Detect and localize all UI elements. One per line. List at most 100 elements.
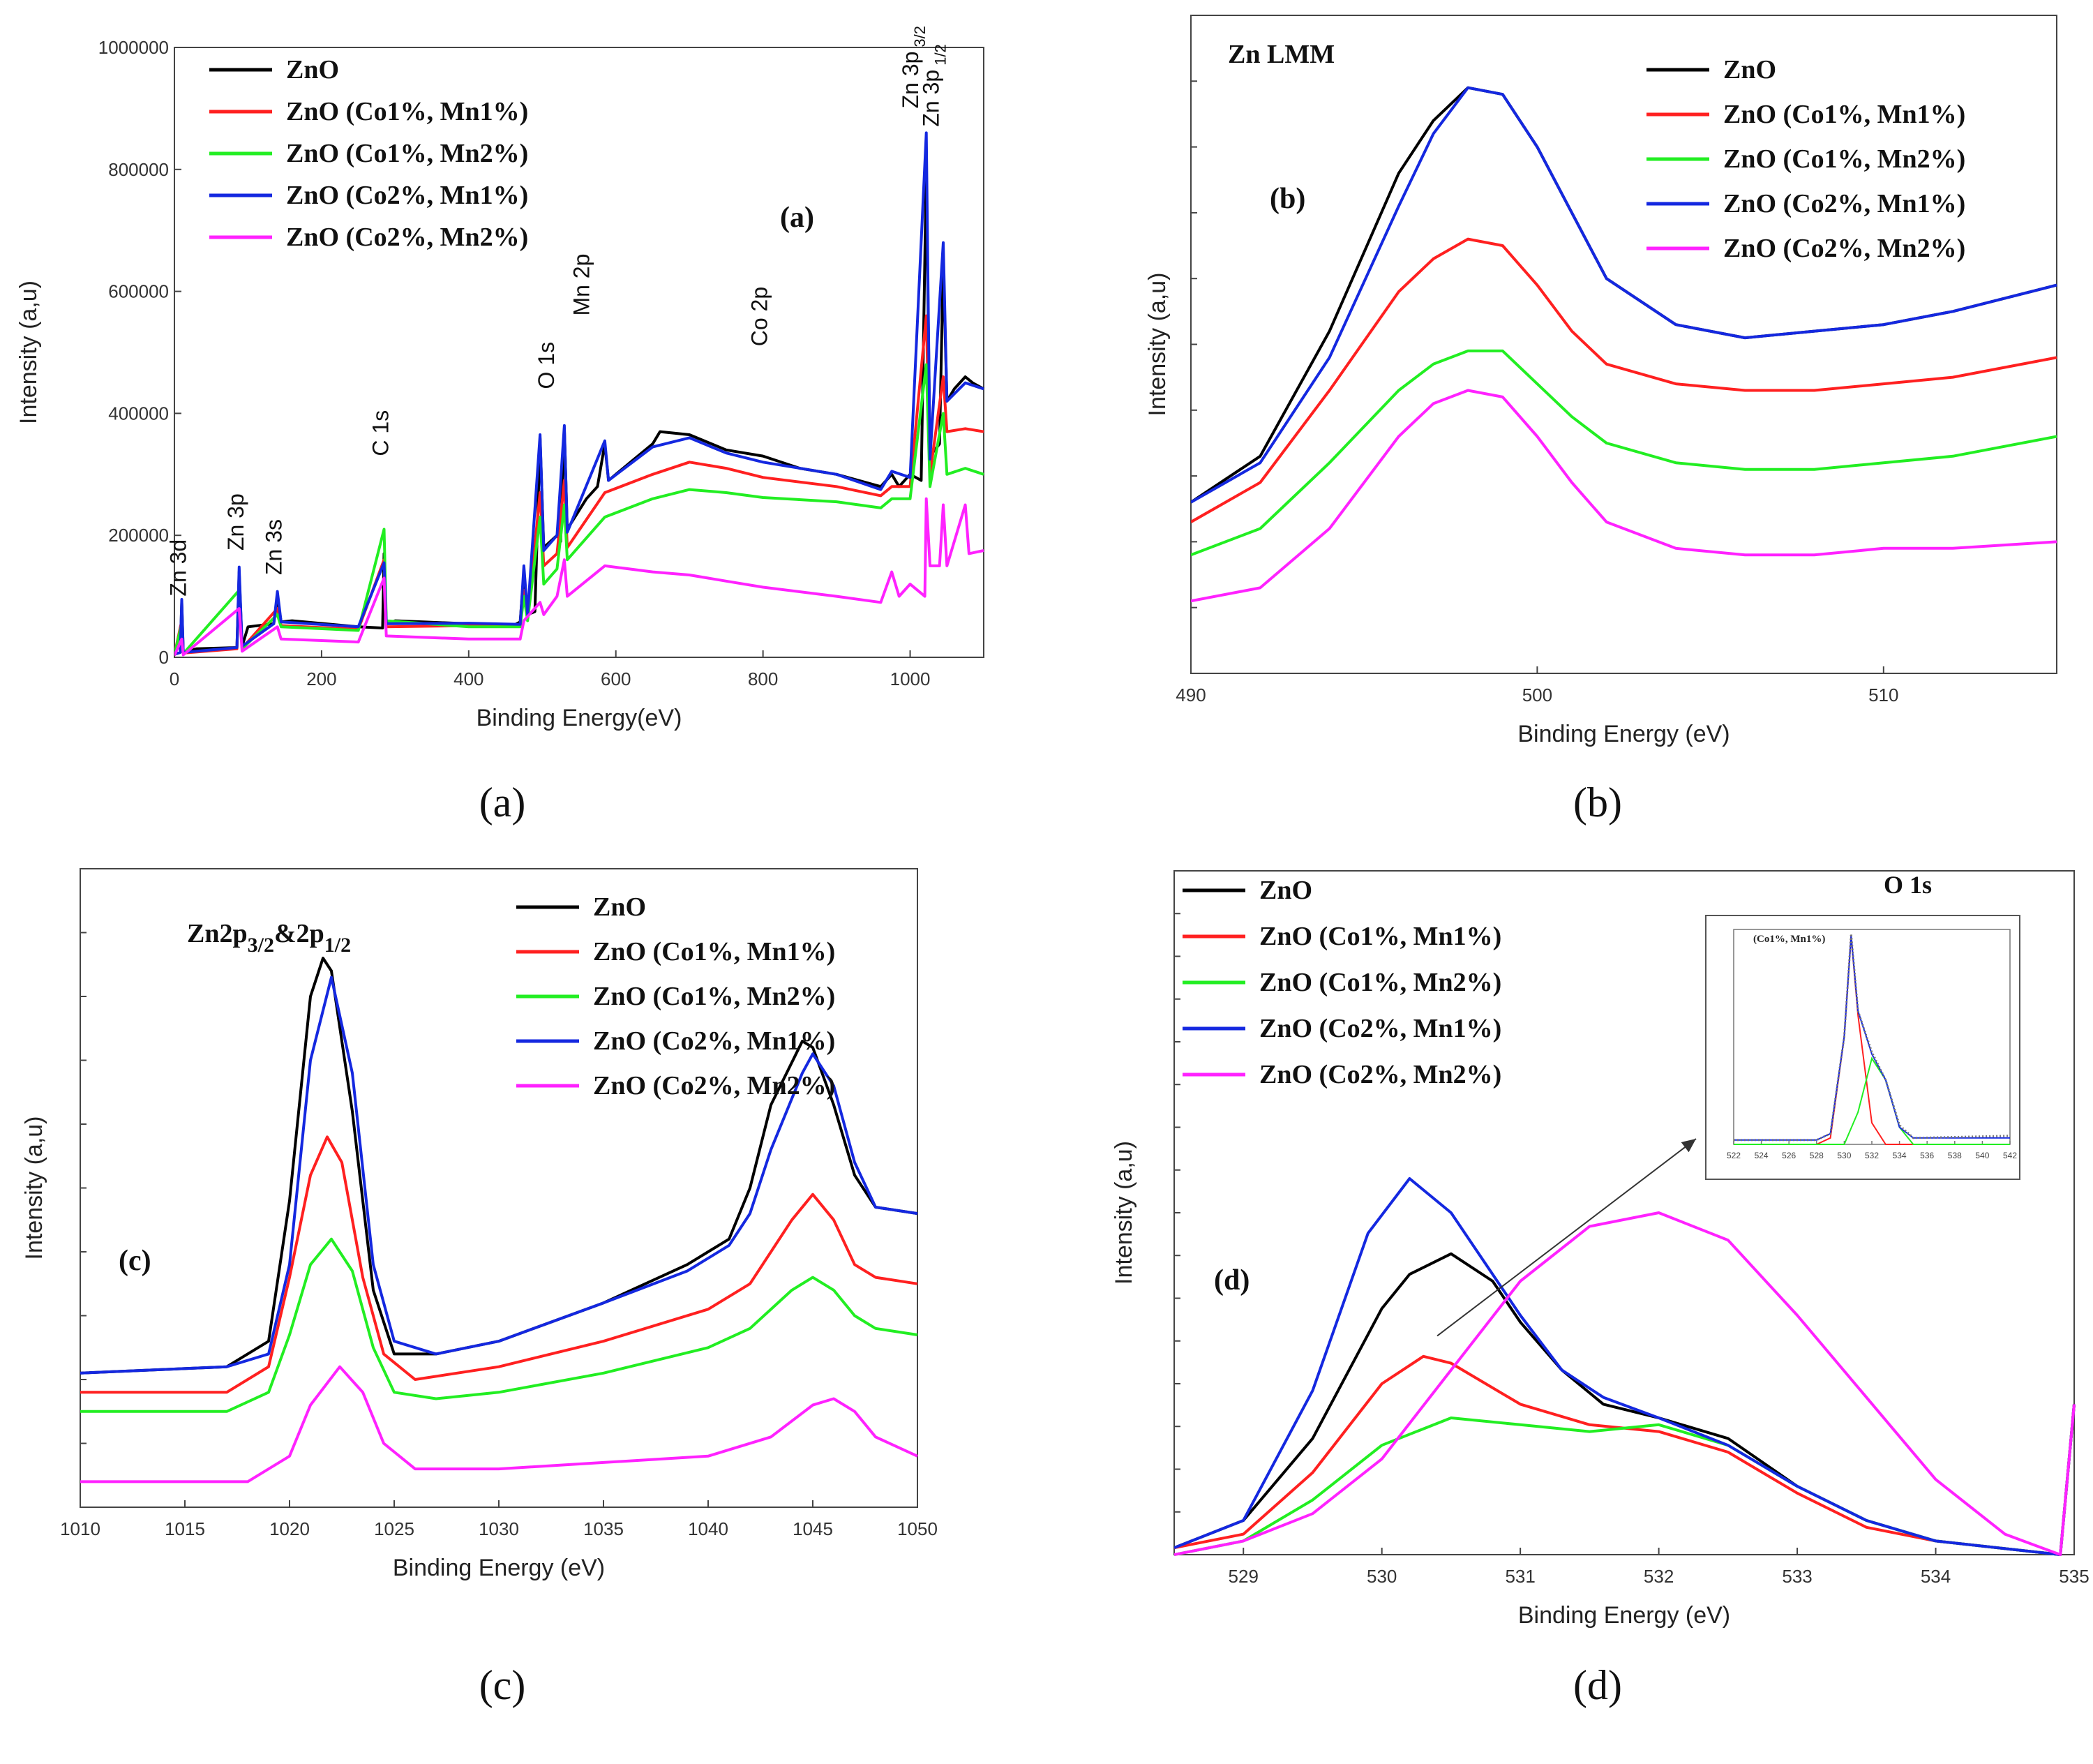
series-line-d-4 xyxy=(1174,1211,2076,1556)
y-axis-label: Intensity (a,u) xyxy=(21,1116,47,1260)
panel-b: 490 500 510 Binding Energy (eV) Intensity (a… xyxy=(1144,15,2057,747)
y-axis-label: Intensity (a,u) xyxy=(15,281,42,424)
peak-label: Zn 3p xyxy=(223,493,248,551)
peak-label: Zn 3s xyxy=(262,519,287,575)
x-tick-label: 1000 xyxy=(890,668,931,689)
panel-title: Zn2p3/2&2p1/2 xyxy=(187,919,351,957)
legend-label: ZnO (Co2%, Mn2%) xyxy=(1259,1060,1501,1089)
series-line-a-4 xyxy=(174,497,984,657)
series-line-a-1 xyxy=(174,314,984,655)
x-tick-label: 529 xyxy=(1229,1566,1259,1587)
panel-caption: (c) xyxy=(479,1662,526,1708)
x-tick-label: 1025 xyxy=(374,1518,414,1539)
panel-label: (a) xyxy=(780,202,814,234)
x-tick-label: 1045 xyxy=(793,1518,833,1539)
x-tick-label: 532 xyxy=(1644,1566,1674,1587)
series-line-c-3 xyxy=(80,976,918,1375)
inset-x-tick-label: 524 xyxy=(1755,1151,1769,1160)
series-line-c-2 xyxy=(80,1237,918,1413)
inset-x-tick-label: 528 xyxy=(1810,1151,1824,1160)
y-tick-label: 800000 xyxy=(108,159,169,180)
y-tick-label: 1000000 xyxy=(98,37,169,58)
x-tick-label: 400 xyxy=(453,668,483,689)
legend-label: ZnO (Co2%, Mn1%) xyxy=(1259,1014,1501,1043)
panel-c: 1010 1015 1020 1025 1030 1035 1040 1045 1050 Bind… xyxy=(21,868,938,1581)
inset-series-fit-2 xyxy=(1734,1056,2010,1145)
legend-label: ZnO (Co1%, Mn2%) xyxy=(286,139,528,168)
inset-plot: 522 524 526 528 530 532 534 536 538 540 542 (Co1%, … xyxy=(1705,915,2020,1180)
legend-label: ZnO (Co2%, Mn1%) xyxy=(593,1026,835,1056)
series-line-d-2 xyxy=(1174,1404,2076,1556)
x-axis-label: Binding Energy (eV) xyxy=(1517,721,1730,747)
x-tick-label: 500 xyxy=(1522,685,1552,705)
x-tick-label: 1010 xyxy=(60,1518,100,1539)
legend-label: ZnO (Co1%, Mn1%) xyxy=(593,937,835,966)
x-tick-label: 1035 xyxy=(583,1518,624,1539)
series-line-d-3 xyxy=(1174,1177,2076,1556)
x-tick-label: 530 xyxy=(1367,1566,1397,1587)
series-line-b-4 xyxy=(1191,389,2057,603)
panel-caption: (d) xyxy=(1573,1662,1622,1708)
inset-series-data xyxy=(1734,934,2011,1142)
panel-label: (c) xyxy=(119,1245,151,1277)
panel-title: O 1s xyxy=(1884,871,1932,899)
legend-label: ZnO (Co1%, Mn2%) xyxy=(593,982,835,1011)
inset-x-tick-label: 536 xyxy=(1920,1151,1934,1160)
legend-label: ZnO (Co2%, Mn1%) xyxy=(286,181,528,210)
series-line-d-1 xyxy=(1174,1354,2076,1556)
legend-label: ZnO (Co1%, Mn2%) xyxy=(1723,144,1965,174)
x-tick-label: 534 xyxy=(1921,1566,1951,1587)
series-line-b-1 xyxy=(1191,237,2057,523)
x-axis-label: Binding Energy(eV) xyxy=(477,705,682,731)
series-line-b-3 xyxy=(1191,86,2057,504)
y-tick-label: 0 xyxy=(159,647,169,668)
inset-x-tick-label: 526 xyxy=(1782,1151,1796,1160)
x-tick-label: 510 xyxy=(1868,685,1898,705)
y-axis-label: Intensity (a,u) xyxy=(1144,273,1171,417)
x-tick-label: 200 xyxy=(306,668,336,689)
legend-label: ZnO xyxy=(286,55,339,84)
x-tick-label: 1040 xyxy=(688,1518,728,1539)
series-line-c-4 xyxy=(80,1365,918,1483)
inset-x-tick-label: 534 xyxy=(1893,1151,1907,1160)
peak-label: Co 2p xyxy=(747,287,772,346)
plot-frame xyxy=(174,47,984,658)
peak-label: C 1s xyxy=(368,410,393,456)
legend-label: ZnO (Co1%, Mn2%) xyxy=(1259,968,1501,997)
legend-label: ZnO xyxy=(593,892,646,922)
inset-x-tick-label: 530 xyxy=(1837,1151,1851,1160)
legend-label: ZnO (Co1%, Mn1%) xyxy=(1259,922,1501,951)
y-tick-label: 600000 xyxy=(108,281,169,302)
inset-x-tick-label: 540 xyxy=(1975,1151,1989,1160)
peak-label: Mn 2p xyxy=(569,254,594,316)
peak-label: Zn 3d xyxy=(166,539,191,597)
x-tick-label: 531 xyxy=(1505,1566,1535,1587)
peak-label: Zn 3p3/2 xyxy=(898,26,929,108)
series-line-a-3 xyxy=(174,131,984,656)
y-axis-label: Intensity (a,u) xyxy=(1111,1141,1137,1285)
x-tick-label: 533 xyxy=(1782,1566,1812,1587)
inset-label: (Co1%, Mn1%) xyxy=(1753,934,1825,945)
panel-label: (b) xyxy=(1270,183,1305,215)
x-tick-label: 1030 xyxy=(479,1518,519,1539)
x-tick-label: 0 xyxy=(170,668,179,689)
x-tick-label: 600 xyxy=(601,668,631,689)
inset-arrow-head xyxy=(1681,1139,1696,1153)
x-tick-label: 1015 xyxy=(165,1518,205,1539)
panel-caption: (a) xyxy=(479,779,526,825)
x-tick-label: 1020 xyxy=(269,1518,310,1539)
legend-label: ZnO (Co2%, Mn2%) xyxy=(593,1071,835,1100)
legend-label: ZnO (Co1%, Mn1%) xyxy=(1723,100,1965,129)
series-line-a-2 xyxy=(174,363,984,655)
panel-d: 529 530 531 532 533 534 535 Binding Energy (eV)… xyxy=(1111,870,2090,1629)
panel-label: (d) xyxy=(1214,1264,1250,1296)
series-line-c-1 xyxy=(80,1135,918,1394)
inset-arrow-line xyxy=(1436,1138,1697,1337)
legend-label: ZnO (Co2%, Mn1%) xyxy=(1723,189,1965,218)
y-tick-label: 200000 xyxy=(108,525,169,546)
x-axis-label: Binding Energy (eV) xyxy=(393,1555,605,1581)
legend-label: ZnO (Co1%, Mn1%) xyxy=(286,97,528,126)
x-tick-label: 490 xyxy=(1176,685,1206,705)
peak-label: O 1s xyxy=(534,342,559,389)
